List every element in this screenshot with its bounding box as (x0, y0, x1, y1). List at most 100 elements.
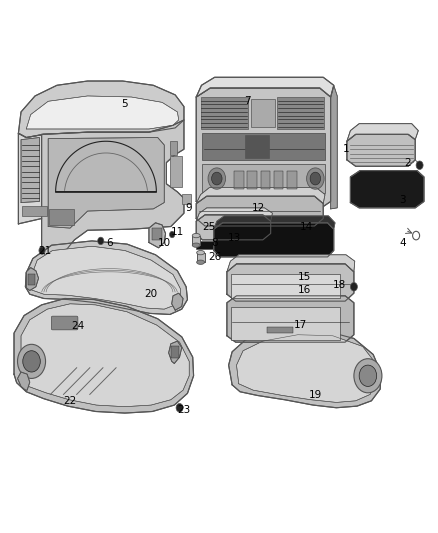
Bar (170, 156, 182, 187)
Bar (22, 206, 47, 216)
Bar (171, 346, 179, 358)
Text: 20: 20 (145, 289, 158, 299)
Text: 26: 26 (208, 252, 221, 262)
Polygon shape (18, 133, 44, 224)
Bar (196, 241, 225, 249)
Polygon shape (196, 208, 272, 221)
Polygon shape (347, 124, 418, 141)
Bar (170, 141, 177, 155)
Text: 11: 11 (171, 227, 184, 237)
Circle shape (18, 344, 46, 378)
Polygon shape (229, 329, 381, 408)
Bar (231, 274, 340, 298)
Circle shape (208, 168, 226, 189)
Bar (28, 274, 35, 285)
Text: 19: 19 (309, 391, 322, 400)
Bar (182, 194, 191, 204)
Text: 2: 2 (404, 158, 411, 167)
Bar (261, 171, 270, 189)
Text: 18: 18 (333, 280, 346, 290)
Text: 12: 12 (252, 203, 265, 213)
Polygon shape (172, 293, 183, 310)
Polygon shape (149, 223, 166, 248)
Polygon shape (196, 88, 331, 209)
Text: 23: 23 (177, 406, 191, 415)
Text: 7: 7 (244, 96, 251, 106)
Bar (277, 97, 324, 129)
Text: 6: 6 (106, 238, 113, 247)
Polygon shape (42, 120, 184, 259)
Ellipse shape (197, 251, 205, 255)
Text: 10: 10 (158, 238, 171, 247)
Polygon shape (169, 341, 182, 364)
Polygon shape (25, 241, 187, 314)
Text: 9: 9 (185, 203, 192, 213)
Circle shape (23, 351, 40, 372)
Circle shape (350, 282, 357, 291)
Text: 5: 5 (121, 99, 128, 109)
Bar (234, 171, 244, 189)
Polygon shape (227, 296, 354, 342)
Ellipse shape (192, 233, 200, 238)
Polygon shape (196, 188, 325, 204)
Text: 25: 25 (203, 222, 216, 231)
Text: 13: 13 (228, 233, 241, 243)
Text: 24: 24 (71, 321, 85, 331)
Text: 4: 4 (399, 238, 406, 247)
Polygon shape (26, 96, 179, 129)
FancyBboxPatch shape (51, 316, 78, 330)
Ellipse shape (192, 243, 200, 247)
Circle shape (359, 365, 377, 386)
Circle shape (39, 247, 45, 254)
Bar (202, 133, 325, 160)
Polygon shape (26, 268, 39, 290)
Polygon shape (196, 77, 334, 97)
Circle shape (170, 231, 175, 238)
Text: 17: 17 (293, 320, 307, 330)
Polygon shape (48, 138, 164, 228)
Text: 15: 15 (298, 272, 311, 282)
Bar (267, 327, 293, 333)
Circle shape (212, 172, 222, 185)
Polygon shape (18, 372, 30, 390)
Text: 3: 3 (399, 195, 406, 205)
Polygon shape (237, 335, 377, 402)
Circle shape (416, 161, 423, 169)
Text: 22: 22 (64, 396, 77, 406)
Bar (247, 171, 257, 189)
Bar (245, 135, 269, 158)
Bar (152, 228, 162, 240)
Circle shape (310, 172, 321, 185)
Polygon shape (214, 223, 334, 257)
Text: 8: 8 (211, 238, 218, 247)
Circle shape (176, 403, 183, 412)
Bar (251, 99, 275, 127)
Polygon shape (350, 171, 424, 208)
Polygon shape (18, 81, 184, 138)
Circle shape (307, 168, 324, 189)
Polygon shape (196, 215, 271, 240)
Polygon shape (196, 196, 323, 226)
Text: 21: 21 (38, 246, 51, 255)
Polygon shape (331, 85, 337, 209)
Polygon shape (227, 255, 355, 272)
Text: 14: 14 (300, 222, 313, 231)
Ellipse shape (197, 260, 205, 264)
Bar (201, 97, 248, 129)
Polygon shape (14, 298, 194, 413)
Circle shape (354, 359, 382, 393)
Bar (287, 171, 297, 189)
Bar (49, 209, 74, 225)
Polygon shape (21, 304, 189, 407)
FancyBboxPatch shape (48, 313, 81, 333)
Polygon shape (30, 246, 180, 309)
Text: 16: 16 (298, 286, 311, 295)
Polygon shape (347, 134, 415, 166)
Bar (202, 164, 325, 193)
Polygon shape (214, 216, 335, 229)
Bar (274, 171, 283, 189)
Polygon shape (197, 253, 205, 262)
Polygon shape (192, 236, 200, 245)
Polygon shape (227, 264, 354, 301)
Text: 1: 1 (343, 144, 350, 154)
